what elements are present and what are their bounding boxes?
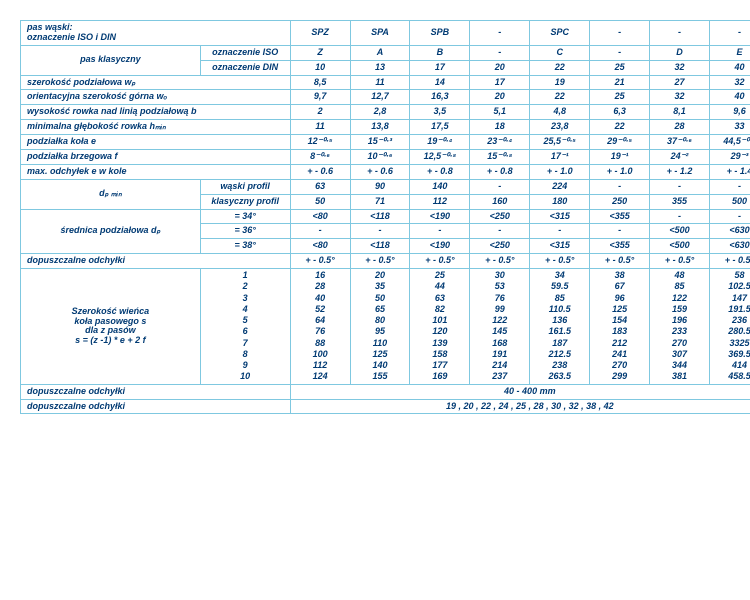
din-label: oznaczenie DIN: [200, 60, 290, 75]
belt-spec-table: pas wąski: oznaczenie ISO i DIN SPZ SPA …: [20, 20, 750, 414]
row-hmin: minimalna głębokość rowka hₘᵢₙ 1113,817,…: [21, 120, 750, 135]
row-f: podziałka brzegowa f 8⁻⁰·⁶10⁻⁰·⁶12,5⁻⁰·⁸…: [21, 150, 750, 165]
a34-label: = 34°: [200, 209, 290, 224]
maxe-label: max. odchyłek e w kole: [21, 164, 291, 179]
iso-a: A: [350, 45, 410, 60]
din-22: 22: [530, 60, 590, 75]
rim-label: Szerokość wieńca koła pasowego s dla z p…: [21, 269, 201, 385]
din-10: 10: [290, 60, 350, 75]
header-row-iso: pas klasyczny oznaczenie ISO Z A B - C -…: [21, 45, 750, 60]
row-wp: szerokość podziałowa wₚ 8,51114171921273…: [21, 75, 750, 90]
rim-c5: 386796125154183212241270299: [590, 269, 650, 385]
wo-label: orientacyjna szerokość górna wₒ: [21, 90, 291, 105]
col-spz: SPZ: [290, 21, 350, 46]
row-maxe: max. odchyłek e w kole + - 0.6+ - 0.6+ -…: [21, 164, 750, 179]
iso-dash: -: [470, 45, 530, 60]
dpmin-label: dₚ ₘᵢₙ: [21, 179, 201, 209]
row-e: podziałka koła e 12⁻⁰·⁵15⁻⁰·³19⁻⁰·⁴23⁻⁰·…: [21, 135, 750, 150]
col-spa: SPA: [350, 21, 410, 46]
rim-c4: 3459.585110.5136161.5187212.5238263.5: [530, 269, 590, 385]
col-spc: SPC: [530, 21, 590, 46]
col-spb: SPB: [410, 21, 470, 46]
iso-d: D: [650, 45, 710, 60]
narrow-profile-label: wąski profil: [200, 179, 290, 194]
rim-c0: 16284052647688100112124: [290, 269, 350, 385]
iso-label: oznaczenie ISO: [200, 45, 290, 60]
iso-c: C: [530, 45, 590, 60]
row-tol1: dopuszczalne odchyłki + - 0.5°+ - 0.5°+ …: [21, 254, 750, 269]
din-17: 17: [410, 60, 470, 75]
din-32: 32: [650, 60, 710, 75]
rim-c6: 4885122159196233270307344381: [650, 269, 710, 385]
iso-e: E: [709, 45, 750, 60]
row-tol3: dopuszczalne odchyłki 19 , 20 , 22 , 24 …: [21, 399, 750, 414]
row-b: wysokość rowka nad linią podziałową b 22…: [21, 105, 750, 120]
din-40: 40: [709, 60, 750, 75]
row-tol2: dopuszczalne odchyłki 40 - 400 mm: [21, 384, 750, 399]
iso-dash2: -: [590, 45, 650, 60]
din-25: 25: [590, 60, 650, 75]
header-row-1: pas wąski: oznaczenie ISO i DIN SPZ SPA …: [21, 21, 750, 46]
tol3-label: dopuszczalne odchyłki: [21, 399, 291, 414]
row-wo: orientacyjna szerokość górna wₒ 9,712,71…: [21, 90, 750, 105]
col-dash3: -: [650, 21, 710, 46]
tol2-label: dopuszczalne odchyłki: [21, 384, 291, 399]
rim-c1: 203550658095110125140155: [350, 269, 410, 385]
rim-c3: 30537699122145168191214237: [470, 269, 530, 385]
rim-idx: 12345678910: [200, 269, 290, 385]
e-label: podziałka koła e: [21, 135, 291, 150]
col-dash2: -: [590, 21, 650, 46]
dp-label: średnica podziałowa dₚ: [21, 209, 201, 254]
classic-profile-label: klasyczny profil: [200, 194, 290, 209]
tol2-range: 40 - 400 mm: [290, 384, 750, 399]
din-13: 13: [350, 60, 410, 75]
hmin-label: minimalna głębokość rowka hₘᵢₙ: [21, 120, 291, 135]
a38-label: = 38°: [200, 239, 290, 254]
row-dp-34: średnica podziałowa dₚ = 34° <80<118<190…: [21, 209, 750, 224]
classic-belt-label: pas klasyczny: [21, 45, 201, 75]
din-20: 20: [470, 60, 530, 75]
iso-b: B: [410, 45, 470, 60]
wp-label: szerokość podziałowa wₚ: [21, 75, 291, 90]
b-label: wysokość rowka nad linią podziałową b: [21, 105, 291, 120]
col-dash1: -: [470, 21, 530, 46]
tol3-list: 19 , 20 , 22 , 24 , 25 , 28 , 30 , 32 , …: [290, 399, 750, 414]
f-label: podziałka brzegowa f: [21, 150, 291, 165]
rim-c7: 58102.5147191.5236280.53325369.5414458.5: [709, 269, 750, 385]
narrow-belt-label: pas wąski: oznaczenie ISO i DIN: [21, 21, 291, 46]
a36-label: = 36°: [200, 224, 290, 239]
row-rim: Szerokość wieńca koła pasowego s dla z p…: [21, 269, 750, 385]
rim-c2: 25446382101120139158177169: [410, 269, 470, 385]
row-dpmin-narrow: dₚ ₘᵢₙ wąski profil 6390140-224---: [21, 179, 750, 194]
iso-z: Z: [290, 45, 350, 60]
col-dash4: -: [709, 21, 750, 46]
tol1-label: dopuszczalne odchyłki: [21, 254, 291, 269]
